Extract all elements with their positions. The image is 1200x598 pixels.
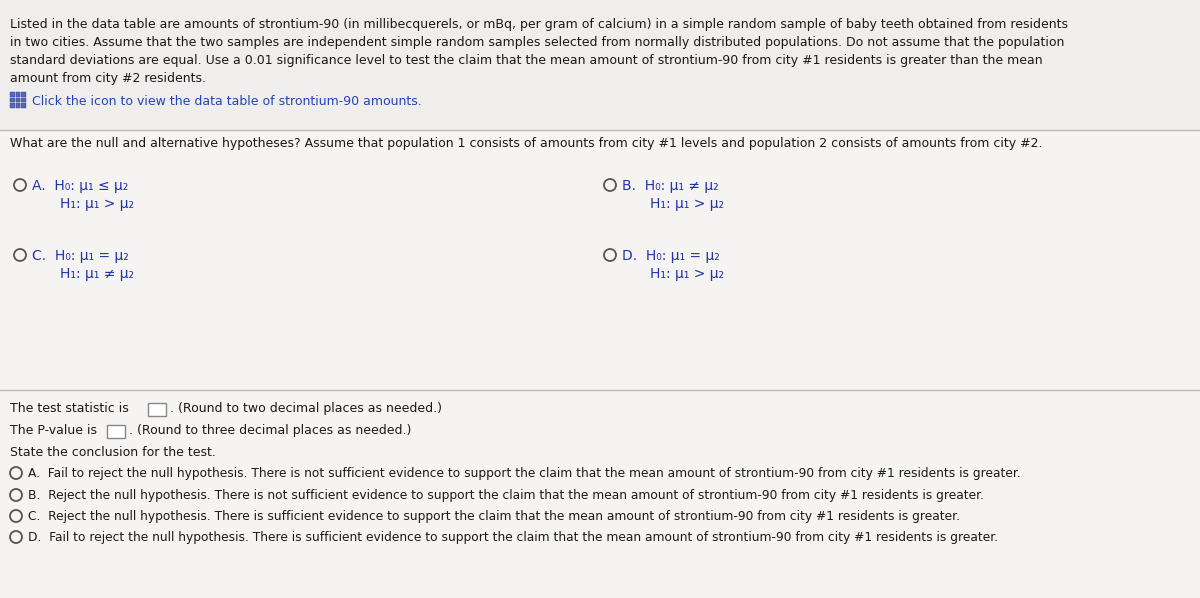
Text: amount from city #2 residents.: amount from city #2 residents.	[10, 72, 206, 85]
Text: The P-value is: The P-value is	[10, 424, 101, 437]
FancyBboxPatch shape	[107, 425, 125, 438]
FancyBboxPatch shape	[16, 92, 20, 96]
Text: What are the null and alternative hypotheses? Assume that population 1 consists : What are the null and alternative hypoth…	[10, 137, 1043, 150]
FancyBboxPatch shape	[0, 130, 1200, 390]
FancyBboxPatch shape	[10, 97, 14, 102]
FancyBboxPatch shape	[10, 103, 14, 108]
FancyBboxPatch shape	[22, 92, 25, 96]
FancyBboxPatch shape	[0, 390, 1200, 598]
Text: C.  Reject the null hypothesis. There is sufficient evidence to support the clai: C. Reject the null hypothesis. There is …	[28, 510, 960, 523]
FancyBboxPatch shape	[22, 97, 25, 102]
Text: B.  H₀: μ₁ ≠ μ₂: B. H₀: μ₁ ≠ μ₂	[622, 179, 719, 193]
Text: H₁: μ₁ > μ₂: H₁: μ₁ > μ₂	[650, 267, 724, 281]
Text: State the conclusion for the test.: State the conclusion for the test.	[10, 446, 216, 459]
Text: standard deviations are equal. Use a 0.01 significance level to test the claim t: standard deviations are equal. Use a 0.0…	[10, 54, 1043, 67]
Text: B.  Reject the null hypothesis. There is not sufficient evidence to support the : B. Reject the null hypothesis. There is …	[28, 489, 984, 502]
FancyBboxPatch shape	[16, 103, 20, 108]
Text: Click the icon to view the data table of strontium-90 amounts.: Click the icon to view the data table of…	[32, 95, 421, 108]
Text: A.  Fail to reject the null hypothesis. There is not sufficient evidence to supp: A. Fail to reject the null hypothesis. T…	[28, 467, 1021, 480]
FancyBboxPatch shape	[0, 0, 1200, 130]
Text: The test statistic is: The test statistic is	[10, 402, 133, 415]
Text: . (Round to three decimal places as needed.): . (Round to three decimal places as need…	[130, 424, 412, 437]
FancyBboxPatch shape	[10, 92, 14, 96]
Text: Listed in the data table are amounts of strontium-90 (in millibecquerels, or mBq: Listed in the data table are amounts of …	[10, 18, 1068, 31]
FancyBboxPatch shape	[22, 103, 25, 108]
Text: C.  H₀: μ₁ = μ₂: C. H₀: μ₁ = μ₂	[32, 249, 128, 263]
Text: D.  Fail to reject the null hypothesis. There is sufficient evidence to support : D. Fail to reject the null hypothesis. T…	[28, 531, 998, 544]
Text: D.  H₀: μ₁ = μ₂: D. H₀: μ₁ = μ₂	[622, 249, 720, 263]
Text: A.  H₀: μ₁ ≤ μ₂: A. H₀: μ₁ ≤ μ₂	[32, 179, 128, 193]
Text: . (Round to two decimal places as needed.): . (Round to two decimal places as needed…	[170, 402, 442, 415]
FancyBboxPatch shape	[16, 97, 20, 102]
Text: in two cities. Assume that the two samples are independent simple random samples: in two cities. Assume that the two sampl…	[10, 36, 1064, 49]
Text: H₁: μ₁ ≠ μ₂: H₁: μ₁ ≠ μ₂	[60, 267, 134, 281]
Text: H₁: μ₁ > μ₂: H₁: μ₁ > μ₂	[650, 197, 724, 211]
Text: H₁: μ₁ > μ₂: H₁: μ₁ > μ₂	[60, 197, 134, 211]
FancyBboxPatch shape	[148, 403, 166, 416]
